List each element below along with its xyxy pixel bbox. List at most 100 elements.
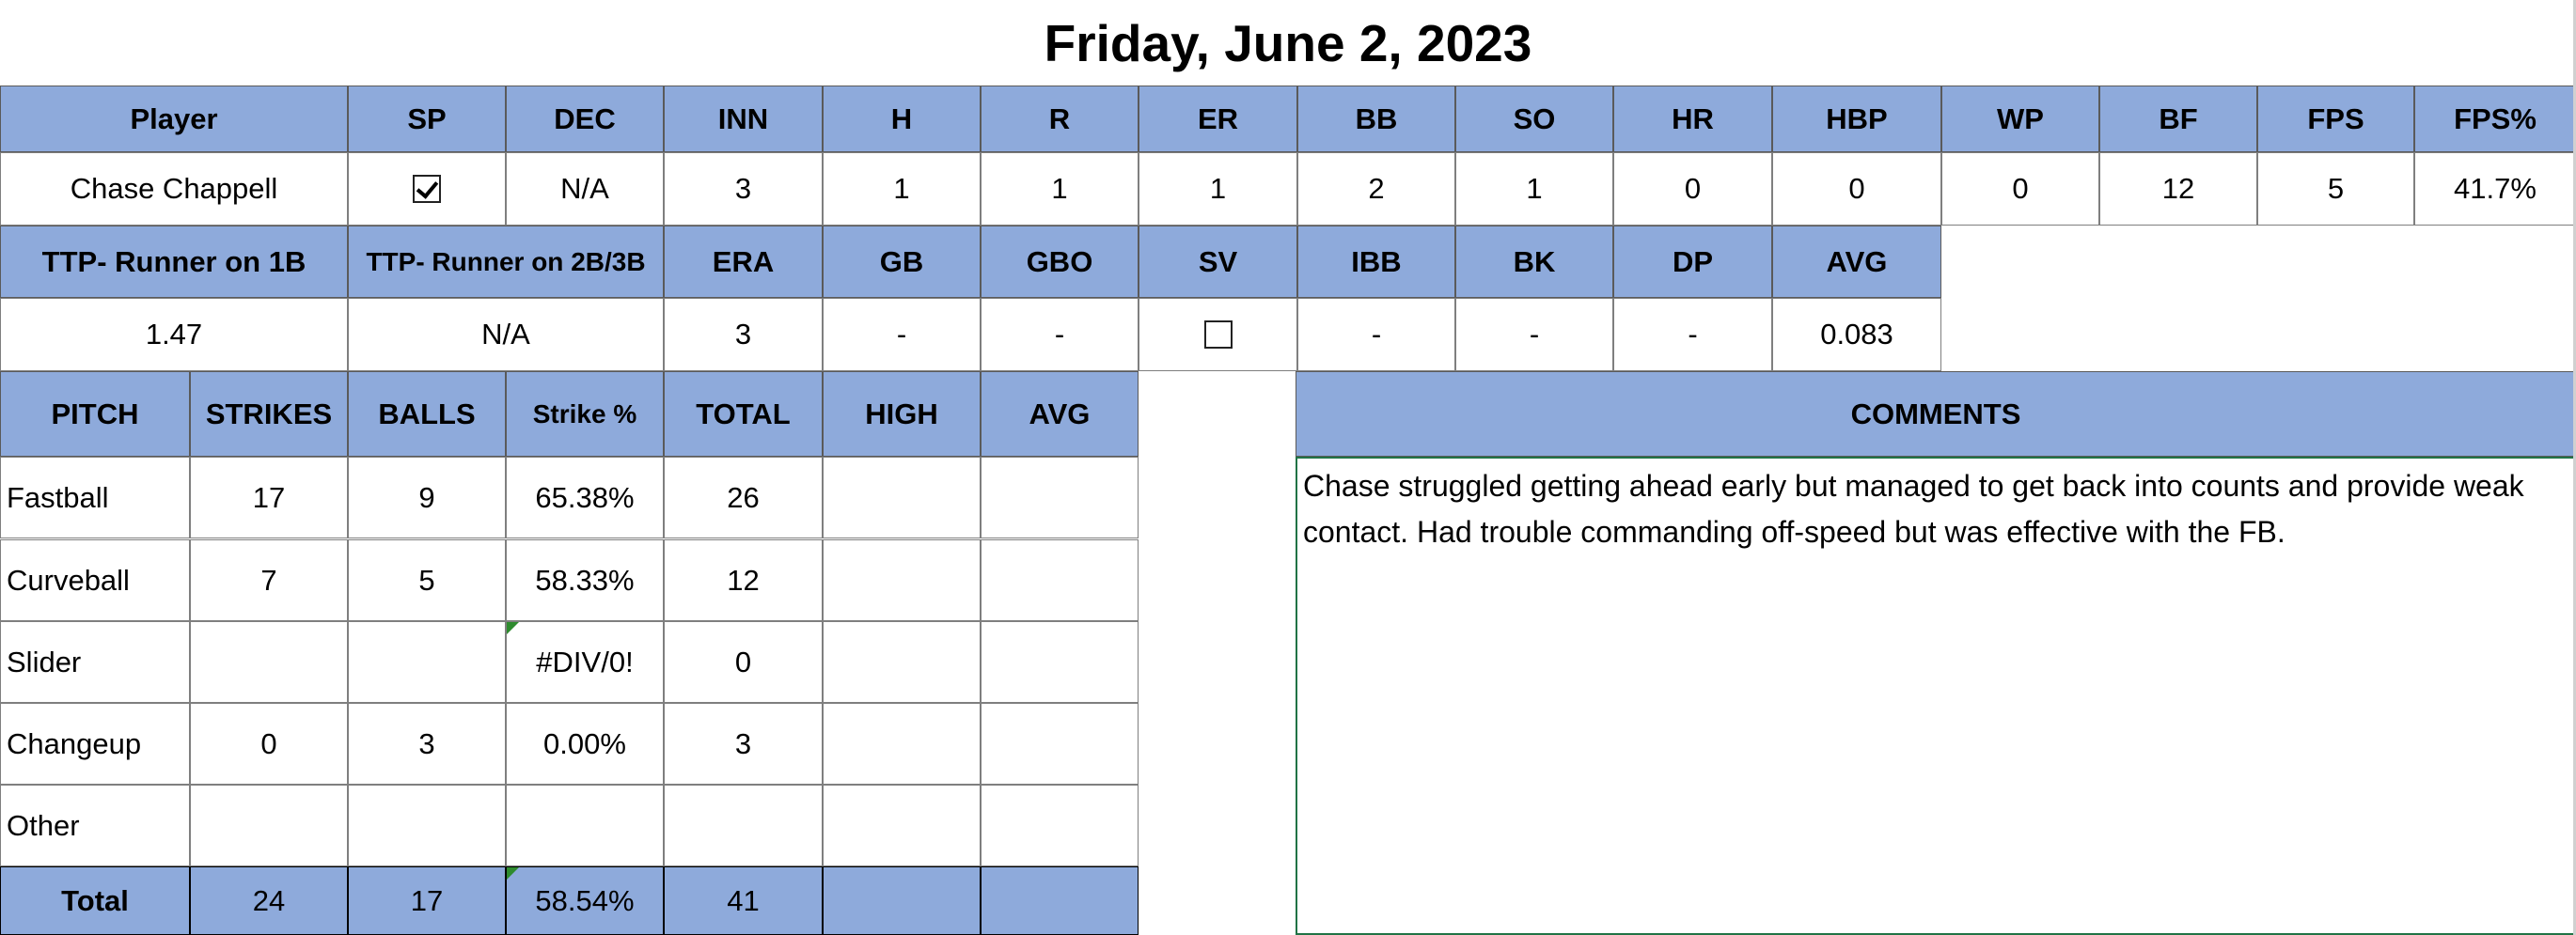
cell-fps-pct[interactable]: 41.7%: [2414, 152, 2576, 226]
pitch-cell-strikes[interactable]: 17: [190, 457, 348, 538]
cell-player-name[interactable]: Chase Chappell: [0, 152, 348, 226]
checked-checkbox-icon[interactable]: [413, 175, 441, 203]
pitch-cell-avg[interactable]: [981, 785, 1139, 866]
header-strike-pct[interactable]: Strike %: [506, 371, 664, 457]
header-h[interactable]: H: [823, 86, 981, 152]
pitch-total-label[interactable]: Total: [0, 866, 190, 935]
cell-bf[interactable]: 12: [2099, 152, 2257, 226]
pitch-cell-high[interactable]: [823, 703, 981, 785]
cell-ttp-1b[interactable]: 1.47: [0, 298, 348, 371]
cell-hbp[interactable]: 0: [1772, 152, 1941, 226]
pitch-cell-avg[interactable]: [981, 703, 1139, 785]
total-cell-strikes[interactable]: 24: [190, 866, 348, 935]
cell-era[interactable]: 3: [664, 298, 823, 371]
pitch-cell-total[interactable]: [664, 785, 823, 866]
cell-dp[interactable]: -: [1613, 298, 1772, 371]
header-fps[interactable]: FPS: [2257, 86, 2414, 152]
pitch-cell-total[interactable]: 3: [664, 703, 823, 785]
cell-bk[interactable]: -: [1455, 298, 1613, 371]
header-bb[interactable]: BB: [1297, 86, 1455, 152]
cell-so[interactable]: 1: [1455, 152, 1613, 226]
header-balls[interactable]: BALLS: [348, 371, 506, 457]
header-hr[interactable]: HR: [1613, 86, 1772, 152]
pitch-cell-high[interactable]: [823, 785, 981, 866]
total-cell-strike-pct[interactable]: 58.54%: [506, 866, 664, 935]
header-ibb[interactable]: IBB: [1297, 226, 1455, 298]
total-cell-balls[interactable]: 17: [348, 866, 506, 935]
cell-r[interactable]: 1: [981, 152, 1139, 226]
pitch-cell-avg[interactable]: [981, 621, 1139, 703]
sheet-title[interactable]: Friday, June 2, 2023: [1044, 13, 1532, 72]
header-avg[interactable]: AVG: [981, 371, 1139, 457]
pitch-cell-strike-pct[interactable]: 0.00%: [506, 703, 664, 785]
header-dp[interactable]: DP: [1613, 226, 1772, 298]
cell-gb[interactable]: -: [823, 298, 981, 371]
header-ttp-1b[interactable]: TTP- Runner on 1B: [0, 226, 348, 298]
pitch-cell-strikes[interactable]: [190, 621, 348, 703]
pitch-row-label[interactable]: Curveball: [0, 539, 190, 621]
header-gbo[interactable]: GBO: [981, 226, 1139, 298]
header-dec[interactable]: DEC: [506, 86, 664, 152]
pitch-row-label[interactable]: Slider: [0, 621, 190, 703]
header-so[interactable]: SO: [1455, 86, 1613, 152]
pitch-row-label[interactable]: Other: [0, 785, 190, 866]
header-player[interactable]: Player: [0, 86, 348, 152]
pitch-cell-strike-pct[interactable]: [506, 785, 664, 866]
header-bk[interactable]: BK: [1455, 226, 1613, 298]
header-high[interactable]: HIGH: [823, 371, 981, 457]
total-cell-total[interactable]: 41: [664, 866, 823, 935]
header-r[interactable]: R: [981, 86, 1139, 152]
cell-avg[interactable]: 0.083: [1772, 298, 1941, 371]
header-pitch[interactable]: PITCH: [0, 371, 190, 457]
pitch-cell-strike-pct[interactable]: 58.33%: [506, 539, 664, 621]
cell-fps[interactable]: 5: [2257, 152, 2414, 226]
cell-gbo[interactable]: -: [981, 298, 1139, 371]
pitch-cell-strikes[interactable]: 0: [190, 703, 348, 785]
pitch-cell-avg[interactable]: [981, 457, 1139, 538]
pitch-cell-balls[interactable]: 5: [348, 539, 506, 621]
cell-sv[interactable]: [1139, 298, 1297, 371]
cell-dec[interactable]: N/A: [506, 152, 664, 226]
pitch-cell-total[interactable]: 12: [664, 539, 823, 621]
pitch-cell-balls[interactable]: [348, 621, 506, 703]
header-era[interactable]: ERA: [664, 226, 823, 298]
cell-er[interactable]: 1: [1139, 152, 1297, 226]
unchecked-checkbox-icon[interactable]: [1203, 320, 1233, 349]
pitch-cell-avg[interactable]: [981, 539, 1139, 621]
pitch-cell-high[interactable]: [823, 539, 981, 621]
cell-bb[interactable]: 2: [1297, 152, 1455, 226]
header-strikes[interactable]: STRIKES: [190, 371, 348, 457]
header-er[interactable]: ER: [1139, 86, 1297, 152]
pitch-cell-strikes[interactable]: [190, 785, 348, 866]
comments-header[interactable]: COMMENTS: [1296, 371, 2576, 457]
header-gb[interactable]: GB: [823, 226, 981, 298]
header-fps-pct[interactable]: FPS%: [2414, 86, 2576, 152]
total-cell-high[interactable]: [823, 866, 981, 935]
pitch-cell-balls[interactable]: 3: [348, 703, 506, 785]
pitch-cell-balls[interactable]: 9: [348, 457, 506, 538]
header-inn[interactable]: INN: [664, 86, 823, 152]
header-ttp-2b-3b[interactable]: TTP- Runner on 2B/3B: [348, 226, 664, 298]
cell-inn[interactable]: 3: [664, 152, 823, 226]
total-cell-avg[interactable]: [981, 866, 1139, 935]
pitch-cell-high[interactable]: [823, 621, 981, 703]
cell-h[interactable]: 1: [823, 152, 981, 226]
cell-ibb[interactable]: -: [1297, 298, 1455, 371]
cell-hr[interactable]: 0: [1613, 152, 1772, 226]
header-total[interactable]: TOTAL: [664, 371, 823, 457]
pitch-cell-high[interactable]: [823, 457, 981, 538]
pitch-row-label[interactable]: Changeup: [0, 703, 190, 785]
header-wp[interactable]: WP: [1941, 86, 2099, 152]
header-sv[interactable]: SV: [1139, 226, 1297, 298]
header-sp[interactable]: SP: [348, 86, 506, 152]
comments-text-cell[interactable]: Chase struggled getting ahead early but …: [1296, 457, 2576, 935]
pitch-row-label[interactable]: Fastball: [0, 457, 190, 538]
header-hbp[interactable]: HBP: [1772, 86, 1941, 152]
pitch-cell-strike-pct[interactable]: #DIV/0!: [506, 621, 664, 703]
cell-ttp-2b-3b[interactable]: N/A: [348, 298, 664, 371]
pitch-cell-strike-pct[interactable]: 65.38%: [506, 457, 664, 538]
pitch-cell-total[interactable]: 26: [664, 457, 823, 538]
cell-sp[interactable]: [348, 152, 506, 226]
header-avg[interactable]: AVG: [1772, 226, 1941, 298]
cell-wp[interactable]: 0: [1941, 152, 2099, 226]
